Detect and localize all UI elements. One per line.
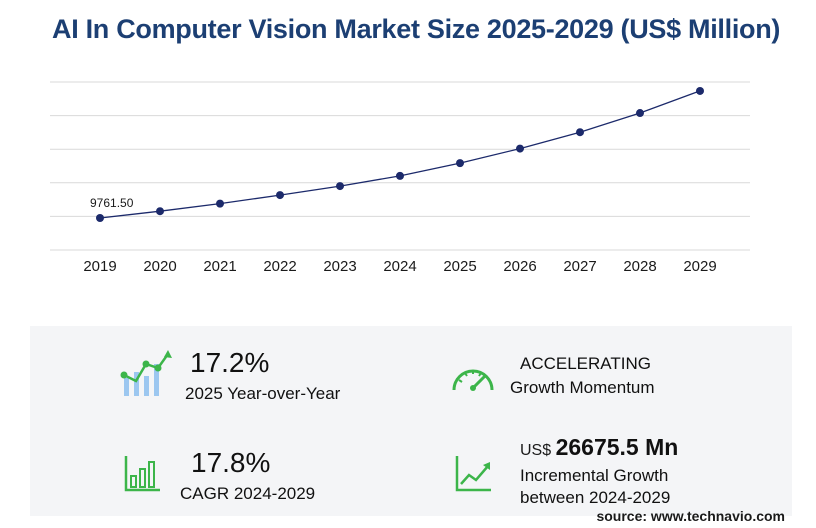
x-tick-label: 2023 [323, 258, 356, 275]
speedometer-icon [452, 369, 494, 391]
x-tick-label: 2020 [143, 258, 176, 275]
data-point-2029 [696, 86, 704, 95]
data-point-2024 [396, 171, 404, 180]
incremental-label-1: Incremental Growth [520, 466, 669, 485]
source-credit: source: www.technavio.com [596, 508, 785, 524]
yoy-value: 17.2% [190, 347, 270, 378]
yoy-label: 2025 Year-over-Year [185, 384, 341, 403]
data-point-2025 [456, 159, 464, 168]
cagr-value: 17.8% [191, 447, 271, 478]
series-line [99, 90, 701, 219]
data-point-2026 [516, 144, 524, 153]
data-point-2020 [156, 207, 164, 216]
x-tick-label: 2021 [203, 258, 236, 275]
incremental-currency: US$ [520, 442, 552, 459]
x-tick-label: 2026 [503, 258, 536, 275]
gridlines [50, 81, 750, 251]
momentum-value: ACCELERATING [520, 354, 651, 373]
x-tick-label: 2022 [263, 258, 296, 275]
data-labels: 9761.50 [90, 196, 134, 210]
x-tick-label: 2027 [563, 258, 596, 275]
data-label: 9761.50 [90, 196, 134, 210]
trend-line-icon [455, 456, 491, 492]
incremental-value: 26675.5 Mn [555, 434, 679, 460]
stats-panel [30, 326, 792, 516]
x-tick-label: 2028 [623, 258, 656, 275]
line-chart: 2019 2020 2021 2022 2023 2024 2025 2026 2027 2028… [50, 81, 750, 275]
cagr-label: CAGR 2024-2029 [180, 484, 316, 503]
x-tick-label: 2025 [443, 258, 476, 275]
x-axis-ticks: 2019 2020 2021 2022 2023 2024 2025 2026 2027 2028… [83, 258, 716, 275]
chart-title: AI In Computer Vision Market Size 2025-2… [52, 14, 781, 44]
data-point-2027 [576, 128, 584, 137]
bar-chart-icon [124, 456, 160, 492]
x-tick-label: 2029 [683, 258, 716, 275]
data-point-2019 [96, 214, 104, 223]
incremental-value-row: US$ 26675.5 Mn [520, 434, 678, 461]
incremental-label-2: between 2024-2029 [520, 488, 671, 507]
x-tick-label: 2019 [83, 258, 116, 275]
data-point-2028 [636, 109, 644, 118]
growth-bars-icon [120, 350, 172, 396]
data-point-2023 [336, 182, 344, 191]
momentum-label: Growth Momentum [510, 378, 655, 397]
data-points [96, 86, 704, 223]
data-point-2022 [276, 191, 284, 200]
x-tick-label: 2024 [383, 258, 416, 275]
data-point-2021 [216, 199, 224, 208]
